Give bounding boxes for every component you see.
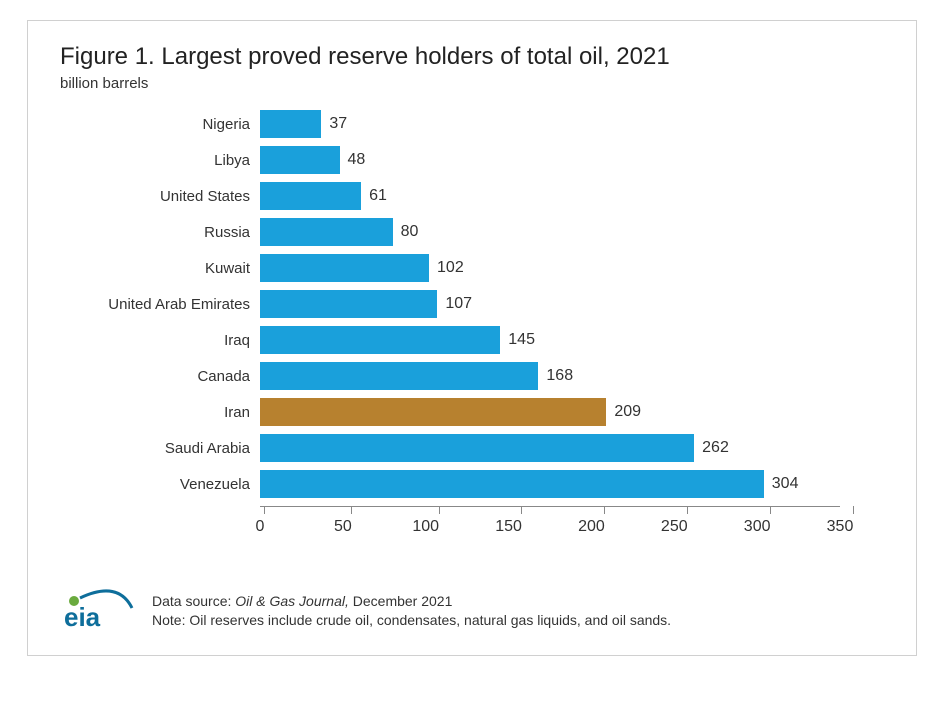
bar: 304 <box>260 470 764 498</box>
x-axis: 0 50 100 150 200 250 300 350 <box>60 506 884 540</box>
bar-value-label: 107 <box>437 295 472 313</box>
bar-track: 209 <box>260 398 840 426</box>
bar-category-label: Nigeria <box>60 116 260 133</box>
bar-row: United States61 <box>60 182 884 210</box>
x-axis-tick-label: 200 <box>578 514 605 536</box>
bar-value-label: 80 <box>393 223 419 241</box>
bar-track: 262 <box>260 434 840 462</box>
bar-value-label: 145 <box>500 331 535 349</box>
bar: 61 <box>260 182 361 210</box>
bar-value-label: 37 <box>321 115 347 133</box>
bar-category-label: Canada <box>60 368 260 385</box>
bar-category-label: Venezuela <box>60 476 260 493</box>
bar-track: 37 <box>260 110 840 138</box>
bar-track: 48 <box>260 146 840 174</box>
chart-title: Figure 1. Largest proved reserve holders… <box>60 43 884 71</box>
bar-category-label: Kuwait <box>60 260 260 277</box>
bar-value-label: 168 <box>538 367 573 385</box>
bar-track: 61 <box>260 182 840 210</box>
x-axis-tick-label: 50 <box>334 514 352 536</box>
bar-value-label: 262 <box>694 439 729 457</box>
bar-category-label: Russia <box>60 224 260 241</box>
bar-track: 145 <box>260 326 840 354</box>
bar-category-label: Saudi Arabia <box>60 440 260 457</box>
bar: 107 <box>260 290 437 318</box>
svg-text:eia: eia <box>64 602 101 630</box>
bar: 209 <box>260 398 606 426</box>
x-axis-tick: 100 <box>426 506 453 536</box>
footer-text: Data source: Oil & Gas Journal, December… <box>152 592 671 630</box>
bar-track: 107 <box>260 290 840 318</box>
bar-value-label: 61 <box>361 187 387 205</box>
bar-category-label: Iraq <box>60 332 260 349</box>
x-axis-tick: 0 <box>260 506 269 536</box>
plot-area: Nigeria37Libya48United States61Russia80K… <box>60 110 884 498</box>
x-axis-tick: 350 <box>840 506 867 536</box>
bar-row: Libya48 <box>60 146 884 174</box>
x-axis-tick: 150 <box>509 506 536 536</box>
bar-track: 102 <box>260 254 840 282</box>
source-label: Data source: <box>152 593 235 609</box>
bar-track: 168 <box>260 362 840 390</box>
x-axis-line: 050100150200250300350 <box>260 506 840 540</box>
bar-row: Russia80 <box>60 218 884 246</box>
bar-category-label: Libya <box>60 152 260 169</box>
source-italic: Oil & Gas Journal, <box>235 593 349 609</box>
bar-category-label: United Arab Emirates <box>60 296 260 313</box>
x-axis-tick: 50 <box>343 506 361 536</box>
bar: 262 <box>260 434 694 462</box>
bar: 80 <box>260 218 393 246</box>
bar-category-label: Iran <box>60 404 260 421</box>
x-axis-tick-label: 150 <box>495 514 522 536</box>
x-axis-tick-label: 100 <box>412 514 439 536</box>
bar-value-label: 48 <box>340 151 366 169</box>
bar-row: United Arab Emirates107 <box>60 290 884 318</box>
bar-track: 304 <box>260 470 840 498</box>
bar-value-label: 304 <box>764 475 799 493</box>
x-axis-tick-label: 350 <box>827 514 854 536</box>
bar-value-label: 102 <box>429 259 464 277</box>
source-rest: December 2021 <box>349 593 453 609</box>
bar: 168 <box>260 362 538 390</box>
bar: 102 <box>260 254 429 282</box>
bar-category-label: United States <box>60 188 260 205</box>
bar-value-label: 209 <box>606 403 641 421</box>
x-axis-tick-label: 0 <box>256 514 265 536</box>
chart-container: Figure 1. Largest proved reserve holders… <box>27 20 917 656</box>
bar-row: Iran209 <box>60 398 884 426</box>
x-axis-tick: 200 <box>591 506 618 536</box>
x-axis-tick-label: 300 <box>744 514 771 536</box>
chart-subtitle: billion barrels <box>60 75 884 92</box>
bar-row: Canada168 <box>60 362 884 390</box>
bar-row: Kuwait102 <box>60 254 884 282</box>
eia-logo: eia <box>60 586 138 635</box>
bar: 37 <box>260 110 321 138</box>
chart-footer: eia Data source: Oil & Gas Journal, Dece… <box>60 586 884 635</box>
bar-row: Iraq145 <box>60 326 884 354</box>
x-axis-tick-label: 250 <box>661 514 688 536</box>
bar-row: Venezuela304 <box>60 470 884 498</box>
x-axis-tick: 300 <box>757 506 784 536</box>
bar-row: Nigeria37 <box>60 110 884 138</box>
x-axis-tick: 250 <box>674 506 701 536</box>
footer-note: Note: Oil reserves include crude oil, co… <box>152 611 671 630</box>
bar: 48 <box>260 146 340 174</box>
bar: 145 <box>260 326 500 354</box>
bar-track: 80 <box>260 218 840 246</box>
bar-row: Saudi Arabia262 <box>60 434 884 462</box>
